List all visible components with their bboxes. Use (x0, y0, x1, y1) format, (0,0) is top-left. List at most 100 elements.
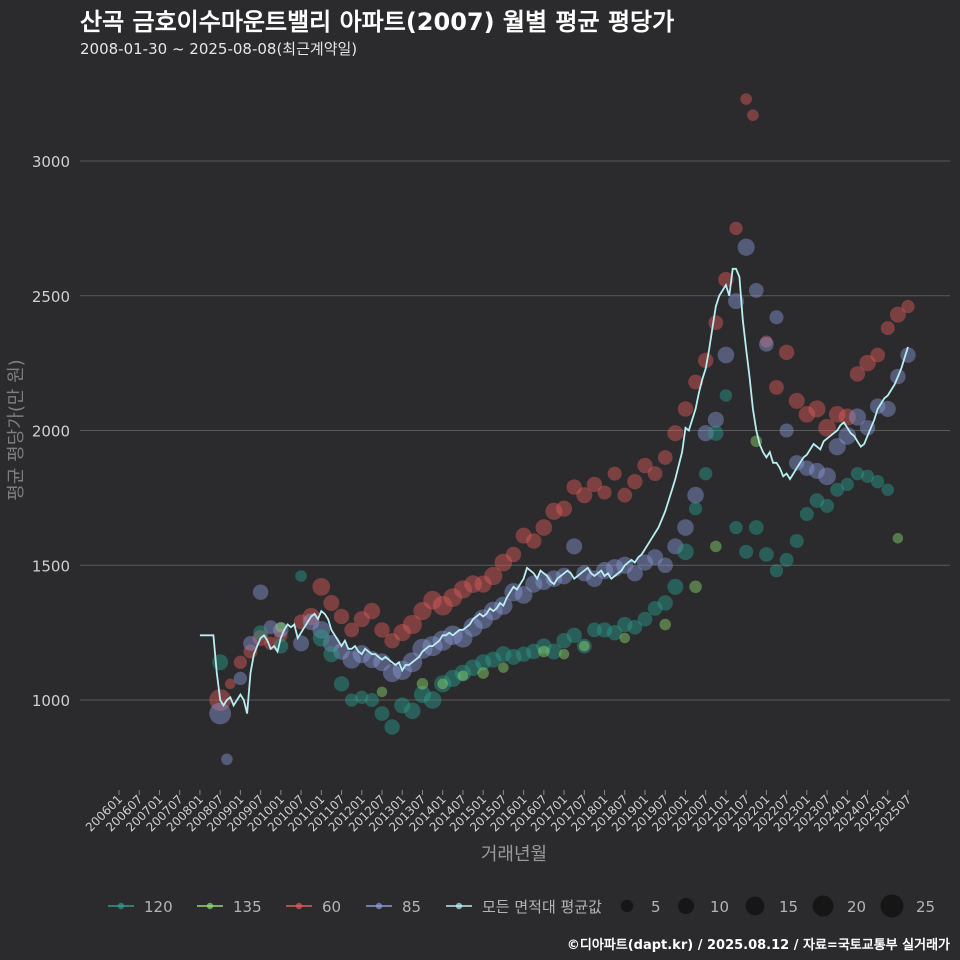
point-60 (566, 479, 582, 495)
point-85 (677, 519, 694, 536)
point-60 (729, 221, 743, 236)
size-legend-circle (620, 899, 634, 913)
point-60 (526, 533, 542, 549)
point-60 (333, 608, 350, 625)
point-120 (667, 578, 684, 595)
point-60 (901, 299, 915, 314)
point-120 (545, 643, 562, 660)
point-60 (677, 401, 694, 417)
point-120 (860, 469, 875, 483)
data-points (209, 93, 916, 766)
point-60 (859, 354, 876, 372)
point-85 (293, 635, 310, 652)
point-60 (597, 485, 612, 500)
point-135 (558, 648, 570, 660)
point-60 (828, 406, 846, 423)
point-60 (535, 519, 553, 536)
point-85 (383, 663, 402, 683)
point-120 (699, 466, 713, 481)
point-60 (586, 476, 603, 493)
point-60 (697, 352, 714, 369)
point-85 (412, 638, 433, 659)
y-tick-label: 1500 (32, 557, 70, 575)
point-85 (728, 293, 745, 310)
size-legend-label: 5 (651, 898, 661, 916)
point-85 (243, 636, 258, 651)
point-85 (808, 462, 825, 479)
point-85 (586, 570, 603, 588)
point-85 (657, 557, 673, 573)
point-85 (818, 467, 836, 486)
point-60 (778, 344, 795, 361)
point-60 (627, 474, 643, 490)
legend-dot (206, 902, 214, 910)
point-120 (830, 482, 845, 497)
point-120 (779, 552, 794, 567)
point-120 (637, 611, 653, 627)
point-60 (233, 655, 248, 669)
point-85 (838, 427, 857, 445)
point-60 (798, 406, 816, 423)
size-legend-circle (880, 894, 904, 918)
point-60 (515, 527, 532, 544)
point-60 (545, 502, 563, 520)
point-120 (526, 643, 542, 660)
point-85 (848, 408, 867, 426)
point-85 (697, 425, 714, 442)
point-60 (505, 546, 522, 563)
point-85 (342, 650, 361, 669)
size-legend-circle (677, 897, 695, 915)
point-135 (437, 678, 448, 690)
point-120 (617, 616, 633, 633)
point-120 (739, 544, 754, 559)
point-120 (464, 659, 482, 676)
y-tick-label: 3000 (32, 153, 70, 171)
point-60 (432, 595, 453, 616)
point-60 (363, 602, 381, 620)
legend-dot (375, 902, 383, 910)
point-60 (423, 590, 442, 610)
point-120 (536, 638, 552, 654)
point-85 (453, 628, 473, 648)
legend-dot (295, 902, 303, 910)
point-120 (384, 719, 400, 735)
point-60 (708, 315, 724, 331)
point-85 (432, 630, 453, 651)
point-120 (333, 676, 350, 692)
point-120 (596, 622, 613, 638)
point-120 (576, 638, 592, 654)
point-60 (740, 93, 752, 105)
point-85 (737, 238, 755, 256)
point-60 (402, 614, 422, 635)
point-60 (556, 500, 573, 517)
point-120 (374, 706, 390, 721)
size-legend-circle (745, 896, 765, 916)
point-135 (689, 580, 702, 594)
point-120 (485, 651, 502, 668)
point-135 (416, 678, 429, 690)
size-legend-label: 25 (916, 898, 935, 916)
point-120 (454, 664, 472, 682)
point-60 (808, 400, 826, 418)
point-60 (880, 321, 895, 336)
point-60 (312, 577, 331, 596)
point-60 (760, 335, 773, 348)
point-135 (477, 667, 489, 679)
point-60 (374, 622, 390, 638)
point-120 (799, 507, 814, 522)
point-60 (718, 271, 734, 288)
point-120 (404, 702, 421, 720)
point-120 (759, 547, 774, 562)
point-60 (323, 594, 340, 611)
point-85 (463, 617, 483, 637)
legend-label: 60 (322, 898, 341, 916)
point-120 (556, 633, 572, 649)
point-60 (667, 425, 684, 442)
point-85 (687, 486, 704, 504)
caption: ©디아파트(dapt.kr) / 2025.08.12 / 자료=국토교통부 실… (566, 938, 950, 953)
y-tick-labels: 1000 1500 2000 2500 3000 (32, 153, 70, 710)
point-135 (710, 540, 722, 553)
point-85 (252, 584, 269, 600)
point-60 (838, 408, 856, 426)
